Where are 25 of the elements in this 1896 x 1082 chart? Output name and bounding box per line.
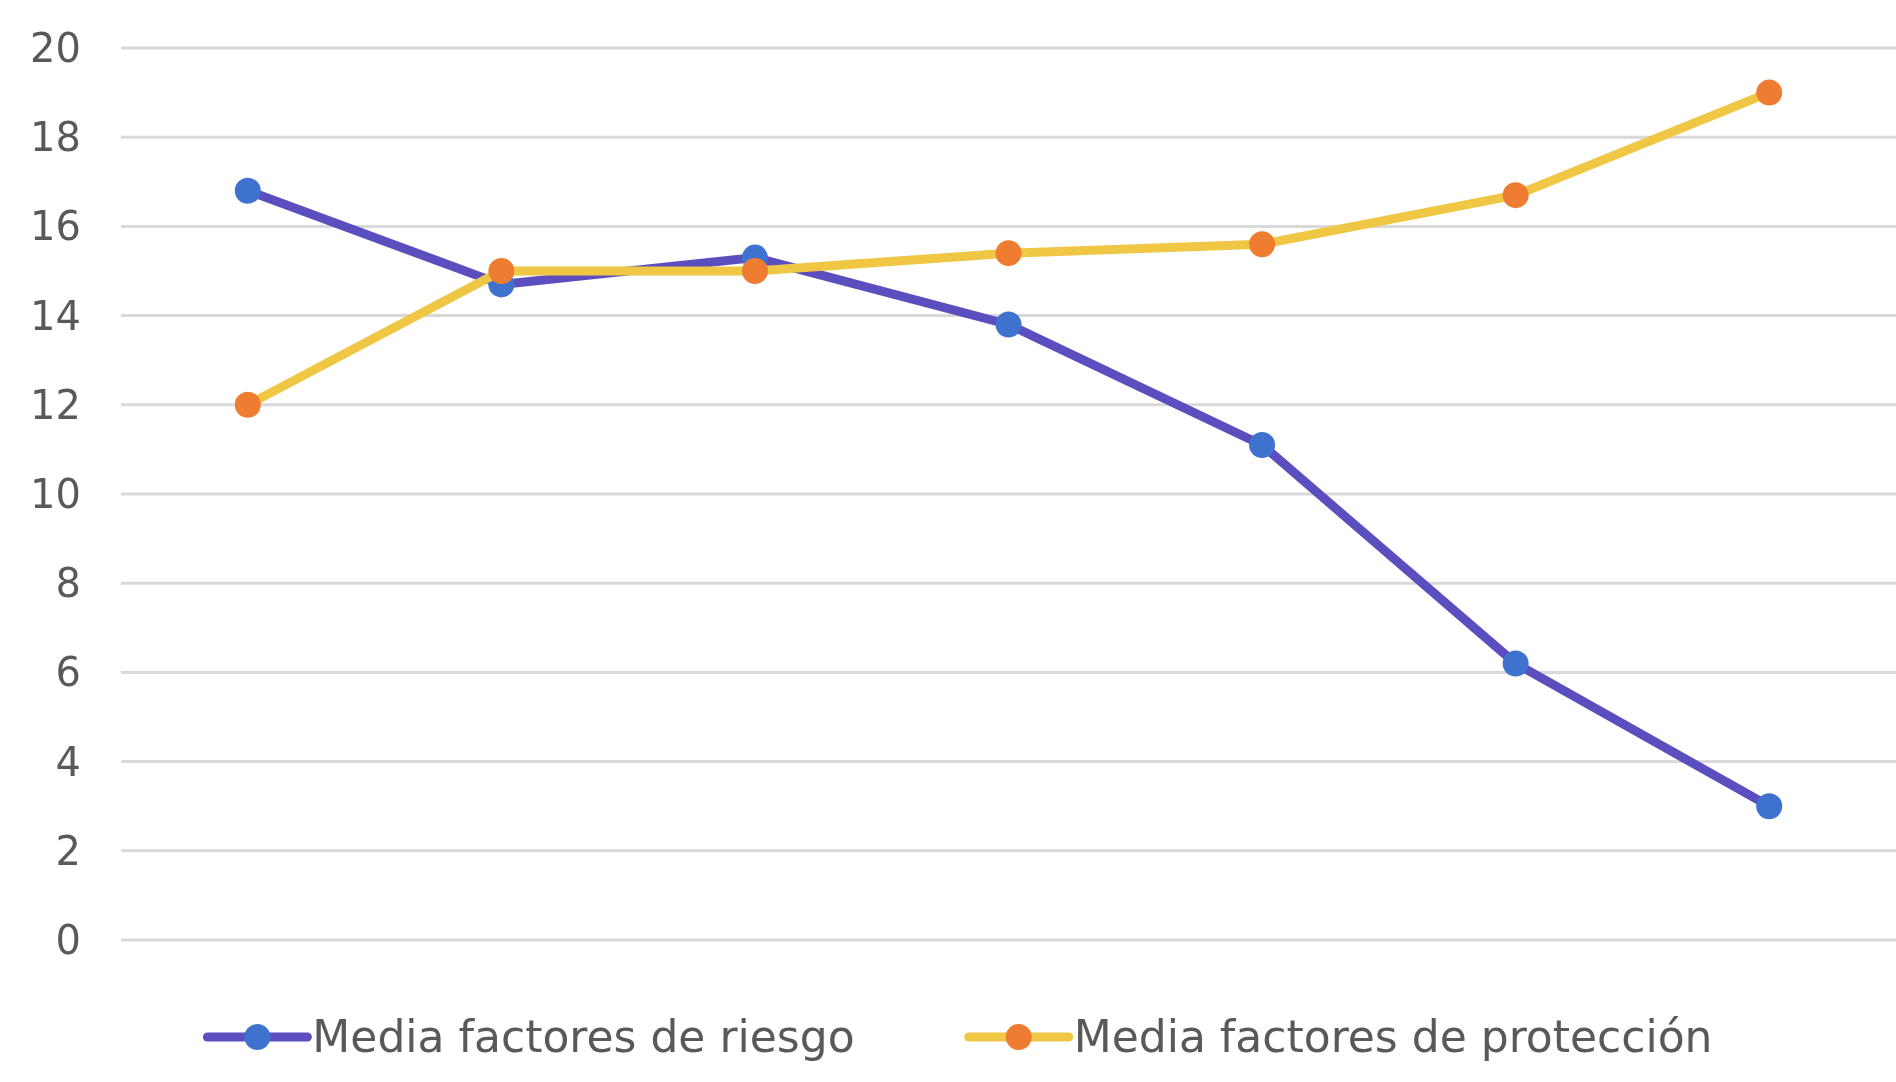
y-tick-label: 16 bbox=[30, 203, 81, 250]
y-tick-label: 10 bbox=[30, 471, 81, 517]
point bbox=[1249, 431, 1276, 458]
y-tick-label: 12 bbox=[30, 381, 81, 428]
point bbox=[1502, 182, 1529, 209]
point bbox=[995, 240, 1022, 267]
point bbox=[741, 258, 768, 284]
point bbox=[1756, 79, 1783, 106]
point bbox=[488, 258, 515, 284]
y-tick-label: 18 bbox=[30, 114, 81, 161]
y-tick-label: 6 bbox=[55, 649, 81, 696]
legend-label: Media factores de protección bbox=[1073, 1011, 1713, 1062]
point bbox=[234, 177, 261, 204]
point bbox=[1756, 793, 1783, 820]
point bbox=[1249, 231, 1276, 258]
y-tick-label: 8 bbox=[55, 560, 81, 607]
y-tick-label: 14 bbox=[30, 292, 81, 339]
y-tick-label: 4 bbox=[55, 738, 81, 785]
y-tick-label: 2 bbox=[55, 827, 81, 874]
legend-label: Media factores de riesgo bbox=[312, 1011, 855, 1062]
point bbox=[1502, 650, 1529, 677]
point bbox=[234, 391, 261, 418]
point bbox=[995, 311, 1022, 338]
y-tick-label: 0 bbox=[55, 917, 81, 963]
y-tick-label: 20 bbox=[30, 25, 81, 71]
